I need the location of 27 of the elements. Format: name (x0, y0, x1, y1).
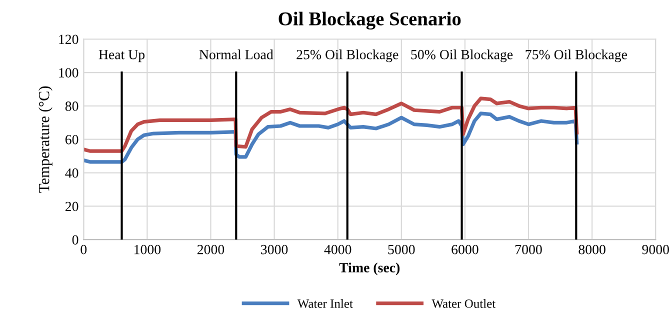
y-axis-title: Temperature (°C) (38, 86, 52, 193)
x-tick-label: 8000 (578, 244, 606, 254)
x-tick-label: 6000 (452, 244, 478, 254)
y-tick-label: 40 (65, 168, 78, 178)
x-axis-title: Time (sec) (339, 262, 400, 276)
y-tick-label: 0 (72, 235, 78, 245)
x-tick-label: 7000 (516, 244, 542, 254)
y-tick-label: 20 (65, 202, 78, 212)
x-tick-label: 9000 (642, 244, 669, 254)
ref-line-label: Normal Load (199, 50, 274, 60)
ref-line-label: 75% Oil Blockage (526, 50, 627, 62)
legend-label: Water Inlet (297, 299, 353, 308)
y-tick-label: 100 (59, 68, 78, 78)
y-tick-label: 60 (65, 134, 78, 144)
y-tick-label: 120 (59, 34, 78, 44)
legend-label: Water Outlet (432, 299, 496, 308)
y-tick-label: 80 (65, 102, 78, 111)
x-tick-label: 4000 (324, 244, 352, 254)
x-tick-label: 1000 (134, 244, 161, 254)
x-tick-label: 0 (80, 244, 87, 254)
x-tick-label: 5000 (388, 244, 415, 254)
ref-line-label: 50% Oil Blockage (411, 50, 513, 62)
x-tick-label: 3000 (261, 244, 288, 254)
ref-line-label: Heat Up (98, 50, 145, 62)
x-tick-label: 2000 (197, 244, 224, 254)
chart-title: Oil Blockage Scenario (278, 12, 461, 30)
ref-line-label: 25% Oil Blockage (296, 50, 398, 62)
